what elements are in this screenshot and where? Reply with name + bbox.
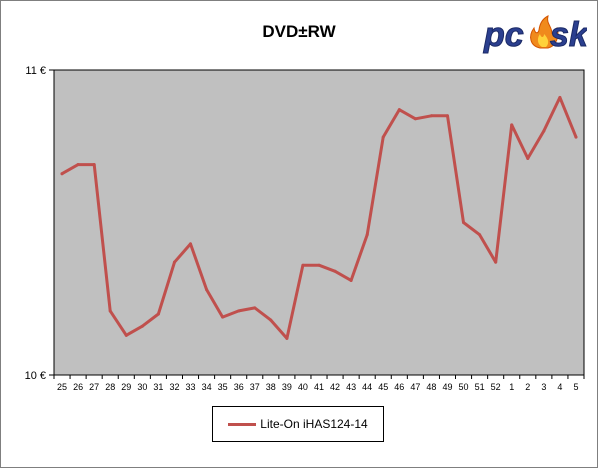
x-tick-label: 35 [218, 382, 228, 392]
x-tick-label: 51 [475, 382, 485, 392]
data-point [526, 156, 530, 160]
data-point [429, 114, 433, 118]
legend: Lite-On iHAS124-14 [212, 406, 384, 442]
y-tick-label: 10 € [25, 370, 46, 382]
data-point [349, 278, 353, 282]
data-point [221, 315, 225, 319]
x-tick-label: 38 [266, 382, 276, 392]
y-tick-label: 11 € [25, 65, 46, 77]
x-tick-label: 45 [378, 382, 388, 392]
data-point [253, 306, 257, 310]
data-point [397, 108, 401, 112]
data-point [237, 309, 241, 313]
x-tick-label: 4 [557, 382, 562, 392]
x-tick-label: 50 [459, 382, 469, 392]
data-point [574, 135, 578, 139]
x-tick-label: 42 [330, 382, 340, 392]
x-tick-label: 25 [57, 382, 67, 392]
data-point [108, 309, 112, 313]
x-tick-label: 41 [314, 382, 324, 392]
x-tick-label: 28 [105, 382, 115, 392]
data-point [317, 263, 321, 267]
svg-text:sk: sk [550, 16, 587, 54]
y-axis: 11 € 10 € [25, 65, 54, 382]
pcmagazine-logo: pc sk [482, 12, 590, 56]
series-layer [60, 95, 578, 340]
x-tick-label: 52 [491, 382, 501, 392]
x-tick-label: 37 [250, 382, 260, 392]
data-point [92, 163, 96, 167]
x-tick-label: 33 [186, 382, 196, 392]
x-tick-label: 2 [525, 382, 530, 392]
x-tick-label: 34 [202, 382, 212, 392]
data-point [156, 312, 160, 316]
x-tick-label: 27 [89, 382, 99, 392]
data-point [542, 129, 546, 133]
legend-swatch [228, 422, 257, 426]
data-point [172, 260, 176, 264]
data-point [301, 263, 305, 267]
data-point [124, 333, 128, 337]
x-tick-label: 32 [169, 382, 179, 392]
data-point [333, 269, 337, 273]
x-tick-label: 49 [442, 382, 452, 392]
data-point [413, 117, 417, 121]
x-tick-label: 30 [137, 382, 147, 392]
x-tick-label: 5 [573, 382, 578, 392]
data-point [269, 318, 273, 322]
data-point [76, 163, 80, 167]
x-tick-label: 29 [121, 382, 131, 392]
data-point [494, 260, 498, 264]
data-point [510, 123, 514, 127]
x-tick-label: 44 [362, 382, 372, 392]
x-tick-label: 39 [282, 382, 292, 392]
legend-label: Lite-On iHAS124-14 [260, 417, 368, 431]
data-point [445, 114, 449, 118]
x-tick-label: 3 [541, 382, 546, 392]
svg-text:pc: pc [483, 16, 524, 54]
x-tick-label: 43 [346, 382, 356, 392]
data-point [462, 221, 466, 224]
x-tick-label: 48 [426, 382, 436, 392]
x-tick-label: 40 [298, 382, 308, 392]
data-point [478, 233, 482, 237]
data-point [189, 242, 193, 246]
x-tick-label: 36 [234, 382, 244, 392]
x-tick-label: 47 [410, 382, 420, 392]
data-point [285, 336, 289, 340]
x-tick-label: 1 [509, 382, 514, 392]
data-point [558, 95, 562, 99]
data-point [381, 135, 385, 139]
chart-title: DVD±RW [262, 22, 336, 41]
plot-area [53, 69, 585, 376]
data-point [205, 288, 209, 292]
data-point [140, 324, 144, 328]
x-axis: 25 26 27 28 29 30 31 32 33 34 35 36 37 38 39 40 41 42 43 44… [53, 375, 585, 392]
data-point [365, 233, 369, 237]
x-tick-label: 31 [153, 382, 163, 392]
x-tick-label: 46 [394, 382, 404, 392]
x-tick-label: 26 [73, 382, 83, 392]
data-point [60, 172, 64, 176]
